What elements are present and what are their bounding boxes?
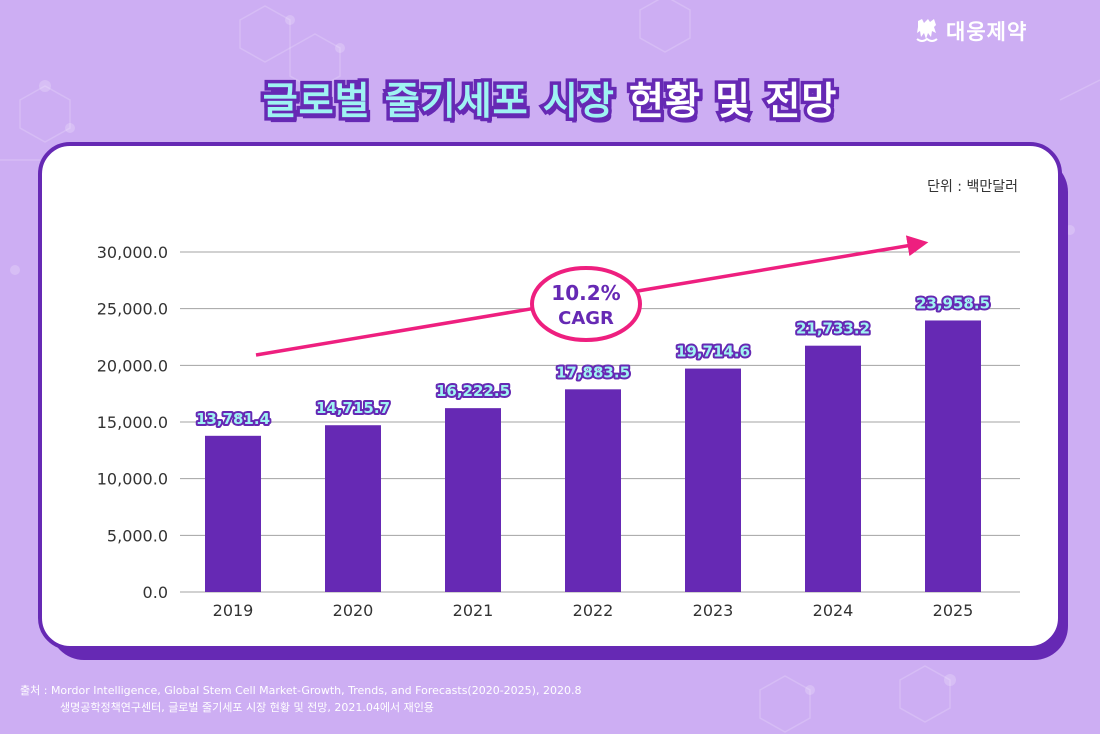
y-tick-label: 10,000.0 [97,470,168,489]
y-tick-label: 20,000.0 [97,356,168,375]
y-tick-label: 5,000.0 [107,526,168,545]
title-part1: 글로벌 줄기세포 시장 [259,76,617,127]
bar [325,425,381,592]
bar [925,320,981,592]
data-label: 17,883.5 [556,363,630,381]
bar [205,435,261,592]
bar [445,408,501,592]
cagr-value: 10.2% [551,281,620,305]
cagr-ellipse [530,266,642,342]
chart-card: 단위 : 백만달러 0.0 5,000.0 10,000.0 15,000.0 20,0… [38,142,1062,650]
bear-logo-icon [916,19,938,42]
cagr-label: CAGR [558,308,614,329]
bar [685,368,741,592]
bar [565,389,621,592]
x-tick-label: 2022 [573,601,614,620]
x-tick-label: 2021 [453,601,494,620]
title-part2: 현황 및 전망 [626,76,840,127]
y-tick-label: 0.0 [143,583,168,602]
data-label: 21,733.2 [796,320,870,338]
y-tick-label: 15,000.0 [97,413,168,432]
brand-name: 대웅제약 [946,20,1028,44]
y-tick-label: 30,000.0 [97,243,168,262]
data-label: 14,715.7 [316,399,390,417]
brand-logo: 대웅제약 [914,16,1027,46]
y-tick-label: 25,000.0 [97,300,168,319]
data-label: 19,714.6 [676,343,750,361]
data-label: 13,781.4 [196,410,270,428]
page-title: 글로벌 줄기세포 시장 현황 및 전망 [0,70,1100,127]
x-tick-label: 2025 [933,601,974,620]
data-label: 23,958.5 [916,294,990,312]
bar-chart: 0.0 5,000.0 10,000.0 15,000.0 20,000.0 25,000… [97,235,1020,620]
source-line-2: 생명공학정책연구센터, 글로벌 줄기세포 시장 현황 및 전망, 2021.04… [60,701,434,714]
data-label: 16,222.5 [436,382,510,400]
source-footer: 출처 : Mordor Intelligence, Global Stem Ce… [20,682,581,716]
source-line-1: 출처 : Mordor Intelligence, Global Stem Ce… [20,684,582,697]
bar [805,345,861,592]
x-tick-label: 2019 [213,601,254,620]
x-tick-label: 2020 [333,601,374,620]
x-tick-label: 2023 [693,601,734,620]
cagr-badge: 10.2% CAGR [530,266,642,342]
unit-label: 단위 : 백만달러 [927,179,1018,195]
x-tick-label: 2024 [813,601,854,620]
